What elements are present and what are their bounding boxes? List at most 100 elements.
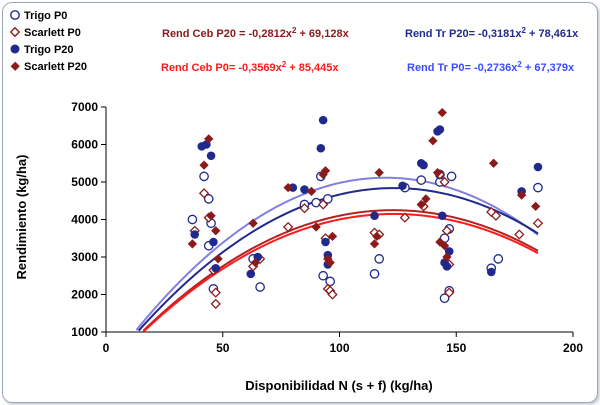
- data-points: [187, 107, 544, 310]
- point-trigo-p0: [322, 194, 333, 204]
- point-scarlett-p20: [374, 167, 384, 178]
- equation-tr-p20: Rend Tr P20= -0,3181x2 + 78,461x: [405, 26, 579, 40]
- y-tick-label: 4000: [71, 213, 98, 227]
- point-scarlett-p20: [421, 194, 431, 204]
- point-scarlett-p20: [432, 167, 443, 178]
- x-axis-label: Disponibilidad N (s + f) (kg/ha): [245, 378, 432, 393]
- point-scarlett-p20: [250, 257, 261, 268]
- point-scarlett-p0: [532, 218, 544, 229]
- point-scarlett-p0: [327, 289, 338, 300]
- point-scarlett-p0: [441, 225, 453, 236]
- point-trigo-p0: [533, 182, 543, 193]
- y-axis-label: Rendimiento (kg/ha): [14, 155, 29, 280]
- point-scarlett-p20: [206, 211, 216, 221]
- legend-label-scarlett-p20: Scarlett P20: [24, 61, 87, 73]
- point-scarlett-p20: [327, 231, 338, 242]
- fit-curves: [135, 176, 539, 333]
- y-tick-label: 3000: [71, 250, 98, 264]
- point-scarlett-p20: [428, 136, 438, 146]
- point-trigo-p0: [203, 194, 214, 204]
- point-scarlett-p20: [306, 186, 317, 197]
- point-scarlett-p20: [187, 239, 198, 249]
- chart-canvas: 1000 2000 3000 4000 5000 6000 7000 0 50 100 150 200…: [9, 10, 583, 393]
- point-scarlett-p20: [320, 166, 331, 176]
- point-trigo-p20: [211, 263, 221, 273]
- point-scarlett-p20: [439, 241, 450, 251]
- point-scarlett-p0: [514, 229, 525, 240]
- point-scarlett-p0: [490, 210, 502, 221]
- point-trigo-p0: [369, 269, 380, 279]
- y-tick-label: 5000: [71, 175, 98, 189]
- point-trigo-p0: [416, 175, 427, 185]
- equation-tr-p0: Rend Tr P0= -0,2736x2 + 67,379x: [407, 60, 575, 74]
- fit-curve-1: [142, 209, 539, 332]
- y-tick-label: 2000: [71, 288, 98, 302]
- point-scarlett-p20: [369, 239, 380, 249]
- point-trigo-p0: [439, 293, 450, 304]
- point-trigo-p20: [246, 269, 256, 279]
- legend-item-trigo-p20: Trigo P20: [10, 44, 74, 56]
- point-scarlett-p0: [210, 287, 221, 298]
- point-scarlett-p20: [199, 160, 209, 170]
- legend-label-trigo-p20: Trigo P20: [24, 44, 74, 56]
- point-scarlett-p0: [282, 221, 294, 233]
- point-trigo-p20: [316, 143, 326, 153]
- point-scarlett-p20: [437, 107, 447, 118]
- point-trigo-p20: [486, 267, 496, 277]
- point-scarlett-p20: [530, 201, 541, 212]
- point-scarlett-p20: [372, 231, 382, 242]
- point-trigo-p20: [190, 230, 200, 239]
- point-scarlett-p20: [488, 158, 499, 168]
- equation-ceb-p20: Rend Ceb P20 = -0,2812x2 + 69,128x: [162, 26, 350, 40]
- legend-marker-scarlett-p20: [10, 61, 20, 71]
- point-scarlett-p20: [416, 199, 426, 210]
- point-scarlett-p0: [317, 199, 329, 210]
- point-trigo-p0: [325, 276, 336, 287]
- point-trigo-p20: [442, 262, 452, 271]
- point-trigo-p0: [446, 171, 457, 182]
- point-scarlett-p20: [211, 226, 221, 236]
- legend: Trigo P0 Scarlett P0 Trigo P20 Scarlett …: [9, 10, 87, 73]
- point-trigo-p0: [374, 254, 385, 264]
- point-trigo-p20: [437, 211, 447, 221]
- equation-ceb-p0: Rend Ceb P0= -0,3569x2 + 85,445x: [161, 60, 339, 74]
- legend-item-scarlett-p20: Scarlett P20: [10, 61, 87, 73]
- point-scarlett-p20: [325, 257, 335, 268]
- point-scarlett-p0: [299, 203, 310, 214]
- point-trigo-p20: [533, 162, 543, 172]
- point-scarlett-p0: [439, 176, 450, 188]
- point-trigo-p0: [318, 270, 329, 281]
- axes: 1000 2000 3000 4000 5000 6000 7000 0 50 100 150 200: [71, 100, 583, 355]
- series-scarlett-p0: [189, 169, 544, 310]
- point-trigo-p20: [370, 211, 379, 221]
- legend-marker-trigo-p0: [10, 10, 20, 20]
- x-tick-label: 100: [329, 341, 349, 355]
- point-trigo-p0: [187, 214, 198, 225]
- legend-marker-scarlett-p0: [9, 26, 21, 38]
- point-trigo-p20: [398, 181, 407, 191]
- point-trigo-p20: [300, 185, 309, 194]
- x-tick-label: 150: [446, 341, 466, 355]
- legend-label-trigo-p0: Trigo P0: [24, 10, 67, 22]
- y-tick-label: 1000: [71, 325, 98, 339]
- point-scarlett-p20: [213, 254, 223, 264]
- point-trigo-p20: [435, 125, 445, 134]
- point-trigo-p20: [419, 160, 428, 170]
- point-trigo-p20: [321, 237, 330, 247]
- fit-curve-2: [135, 176, 539, 331]
- x-tick-label: 200: [563, 341, 583, 355]
- point-scarlett-p20: [311, 222, 321, 232]
- point-trigo-p0: [255, 282, 265, 292]
- point-trigo-p20: [288, 183, 298, 192]
- point-trigo-p20: [209, 237, 218, 247]
- point-scarlett-p0: [444, 287, 455, 298]
- fit-curve-3: [137, 187, 539, 332]
- x-tick-label: 0: [103, 341, 110, 355]
- point-scarlett-p0: [198, 188, 210, 199]
- point-trigo-p20: [318, 115, 328, 125]
- point-trigo-p20: [206, 151, 216, 161]
- y-tick-label: 7000: [71, 100, 98, 114]
- point-scarlett-p0: [210, 298, 221, 310]
- fit-curve-4: [142, 212, 539, 333]
- point-scarlett-p20: [248, 218, 258, 228]
